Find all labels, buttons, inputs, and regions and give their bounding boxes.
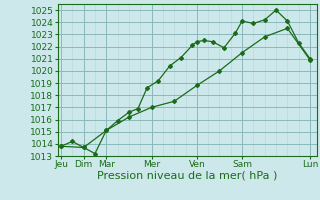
- X-axis label: Pression niveau de la mer( hPa ): Pression niveau de la mer( hPa ): [97, 171, 277, 181]
